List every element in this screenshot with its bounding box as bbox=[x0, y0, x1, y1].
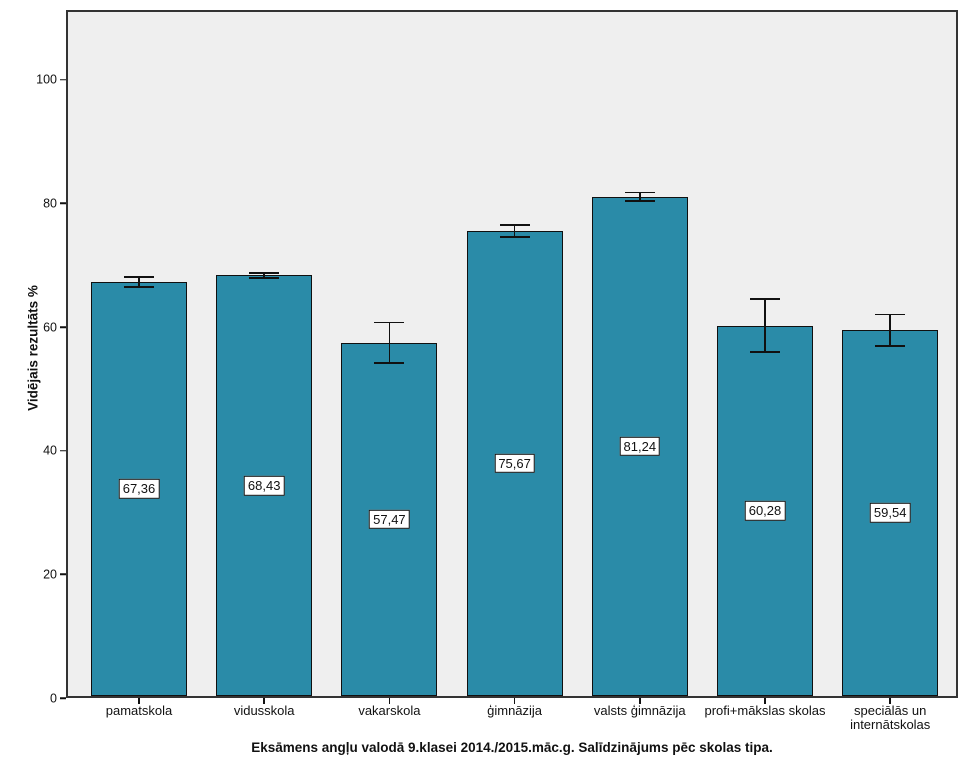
y-tick-label: 100 bbox=[36, 72, 57, 87]
y-tick: 0 bbox=[50, 692, 66, 705]
bar-column: 60,28 bbox=[717, 12, 813, 696]
y-tick-mark bbox=[60, 79, 66, 81]
error-bar bbox=[875, 313, 906, 347]
chart-title: Eksāmens angļu valodā 9.klasei 2014./201… bbox=[251, 740, 773, 755]
error-bar-cap-top bbox=[124, 276, 154, 278]
y-axis: 0 20 40 60 80 100 bbox=[0, 10, 66, 704]
y-tick-mark bbox=[60, 573, 66, 576]
value-label: 81,24 bbox=[619, 436, 661, 457]
bar-column: 57,47 bbox=[341, 12, 438, 696]
x-tick-mark bbox=[138, 698, 140, 704]
y-tick-label: 60 bbox=[43, 319, 57, 334]
category-label: ģimnāzija bbox=[487, 703, 543, 718]
value-label: 68,43 bbox=[243, 475, 285, 496]
error-bar-cap-bottom bbox=[624, 200, 655, 202]
error-bar bbox=[374, 321, 405, 364]
x-tick-mark bbox=[263, 698, 265, 704]
category-label: speciālās un internātskolas bbox=[850, 703, 931, 732]
y-tick: 20 bbox=[43, 568, 66, 581]
bar-column: 75,67 bbox=[466, 12, 563, 696]
error-bar-cap-bottom bbox=[374, 362, 405, 364]
bar-column: 68,43 bbox=[216, 12, 313, 696]
error-bar-line bbox=[138, 276, 140, 288]
value-label: 75,67 bbox=[494, 453, 535, 474]
y-tick: 100 bbox=[36, 74, 66, 87]
y-tick: 80 bbox=[43, 197, 66, 210]
error-bar-line bbox=[889, 313, 891, 347]
bar-column: 81,24 bbox=[591, 12, 688, 696]
y-tick-mark bbox=[60, 450, 66, 452]
y-tick-label: 80 bbox=[43, 196, 57, 211]
error-bar-cap-top bbox=[624, 191, 655, 194]
error-bar-cap-top bbox=[374, 321, 405, 324]
y-tick: 40 bbox=[43, 443, 66, 458]
y-tick-label: 20 bbox=[43, 567, 57, 582]
bar-column: 59,54 bbox=[842, 12, 939, 696]
error-bar-cap-top bbox=[249, 272, 280, 274]
error-bar-cap-bottom bbox=[875, 345, 906, 347]
x-tick-mark bbox=[889, 698, 891, 704]
y-tick: 60 bbox=[43, 321, 66, 334]
y-axis-title: Vidējais rezultāts % bbox=[25, 285, 41, 411]
error-bar bbox=[499, 224, 530, 238]
error-bar-cap-top bbox=[750, 298, 780, 300]
category-label: valsts ģimnāzija bbox=[593, 703, 686, 718]
category-label: pamatskola bbox=[105, 703, 173, 718]
value-label: 60,28 bbox=[744, 500, 786, 521]
error-bar-cap-bottom bbox=[249, 277, 280, 279]
error-bar bbox=[750, 298, 780, 353]
value-label: 57,47 bbox=[369, 509, 410, 530]
error-bar-cap-top bbox=[875, 313, 906, 316]
y-tick-label: 0 bbox=[50, 690, 57, 705]
x-tick-mark bbox=[513, 698, 516, 704]
category-label: vidusskola bbox=[233, 703, 295, 718]
error-bar bbox=[624, 191, 655, 202]
x-tick-mark bbox=[388, 698, 391, 704]
category-label: vakarskola bbox=[358, 703, 421, 718]
value-label: 59,54 bbox=[869, 503, 911, 523]
error-bar-cap-bottom bbox=[124, 286, 154, 288]
error-bar-cap-bottom bbox=[499, 236, 530, 238]
error-bar bbox=[124, 276, 154, 288]
error-bar-line bbox=[639, 191, 641, 202]
y-tick-label: 40 bbox=[43, 443, 57, 458]
error-bar-line bbox=[513, 224, 516, 238]
x-tick-mark bbox=[639, 698, 641, 704]
y-tick-mark bbox=[60, 697, 66, 699]
bar-column: 67,36 bbox=[91, 12, 187, 696]
value-label: 67,36 bbox=[118, 479, 160, 499]
y-tick-mark bbox=[60, 202, 66, 205]
error-bar bbox=[249, 272, 280, 279]
plot-inner: 67,36 68,43 57,47 75,67 81,24 60,28 59,54 bbox=[68, 12, 956, 696]
x-tick-mark bbox=[764, 698, 766, 704]
error-bar-cap-bottom bbox=[750, 351, 780, 353]
category-label: profi+mākslas skolas bbox=[704, 703, 826, 718]
error-bar-line bbox=[388, 321, 391, 364]
error-bar-line bbox=[263, 272, 265, 279]
error-bar-line bbox=[764, 298, 766, 353]
error-bar-cap-top bbox=[499, 224, 530, 226]
y-tick-mark bbox=[60, 326, 66, 328]
plot-area: 67,36 68,43 57,47 75,67 81,24 60,28 59,54 bbox=[66, 10, 958, 698]
